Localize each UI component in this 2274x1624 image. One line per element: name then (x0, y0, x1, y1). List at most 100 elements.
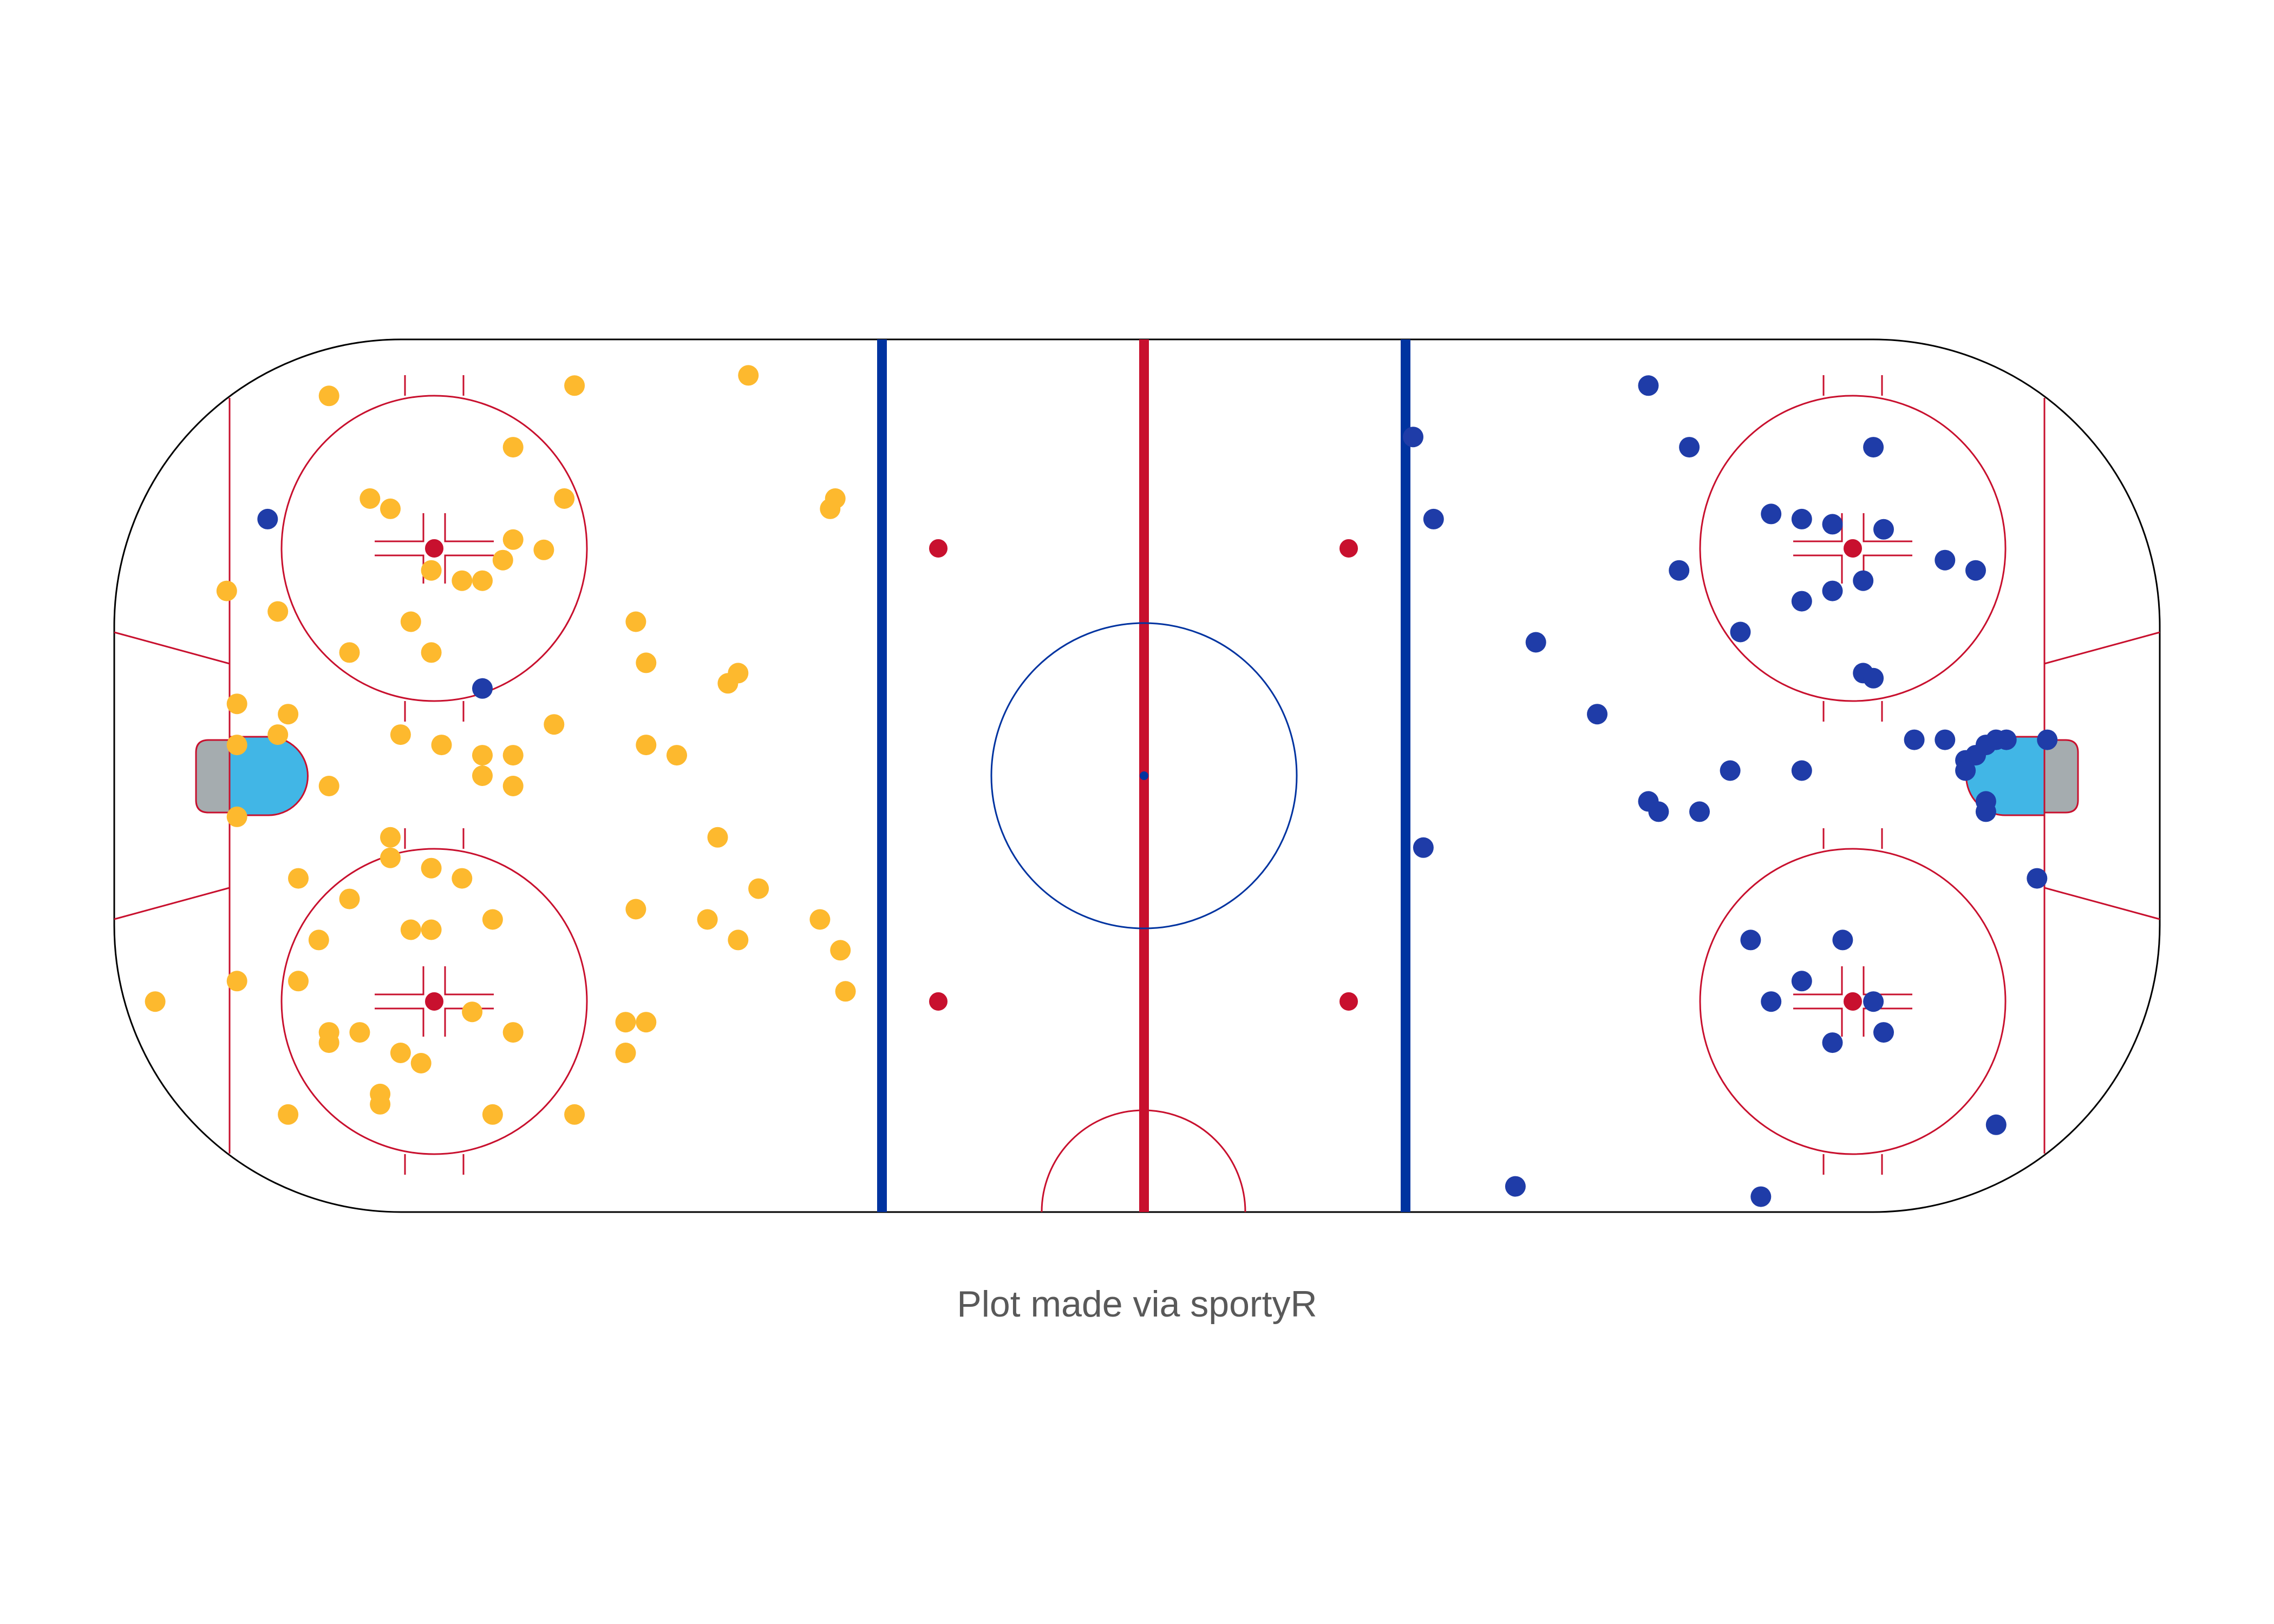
shot-point-blue (1791, 591, 1812, 612)
shot-point-yellow (820, 498, 841, 519)
shot-point-yellow (502, 1022, 524, 1043)
shot-point-yellow (370, 1093, 391, 1115)
shot-point-yellow (308, 929, 329, 951)
shot-point-yellow (707, 827, 728, 848)
goal-net-right (2043, 739, 2079, 814)
trapezoid-right-bottom (2044, 887, 2160, 920)
shot-point-yellow (380, 847, 401, 868)
shot-point-blue (2027, 868, 2048, 889)
shot-point-blue (1965, 560, 1986, 581)
shot-points (145, 365, 2058, 1207)
shot-point-blue (1863, 437, 1884, 458)
shot-point-blue (1904, 729, 1925, 750)
shot-point-yellow (339, 888, 360, 909)
shot-point-blue (1525, 632, 1546, 653)
shot-point-yellow (380, 498, 401, 519)
faceoff-spots (425, 539, 1862, 1011)
shot-point-blue (2037, 729, 2058, 750)
shot-point-blue (1935, 549, 1956, 571)
shot-point-blue (1873, 519, 1894, 540)
shot-point-yellow (835, 981, 856, 1002)
shot-point-blue (1955, 760, 1976, 781)
shot-point-blue (1832, 929, 1853, 951)
shot-point-yellow (492, 549, 513, 571)
shot-point-yellow (717, 673, 739, 694)
shot-point-yellow (636, 1012, 657, 1033)
shot-point-yellow (502, 437, 524, 458)
faceoff-circle-left-bottom (280, 848, 588, 1155)
shot-point-blue (1413, 837, 1434, 858)
shot-point-blue (472, 678, 493, 699)
shot-point-blue (1689, 801, 1710, 822)
shot-point-yellow (738, 365, 759, 386)
shot-point-blue (1791, 971, 1812, 992)
shot-point-yellow (267, 601, 289, 622)
shot-point-blue (1822, 514, 1843, 535)
shot-point-blue (1750, 1186, 1772, 1207)
shot-point-yellow (625, 899, 646, 920)
shot-point-yellow (145, 991, 166, 1012)
shot-point-yellow (452, 868, 473, 889)
goal-net-left (195, 739, 231, 814)
shot-point-blue (257, 508, 278, 529)
shot-point-yellow (502, 745, 524, 766)
shot-point-yellow (288, 868, 309, 889)
shot-point-blue (1638, 375, 1659, 396)
shot-point-yellow (318, 385, 339, 407)
shot-point-yellow (288, 971, 309, 992)
shot-point-blue (1761, 991, 1782, 1012)
shot-point-blue (1740, 929, 1761, 951)
shot-point-blue (1679, 437, 1700, 458)
shot-point-yellow (564, 375, 585, 396)
shot-point-yellow (278, 1104, 299, 1125)
shot-point-yellow (400, 611, 421, 632)
shot-point-blue (1505, 1176, 1526, 1197)
shot-point-yellow (216, 580, 237, 601)
shot-point-blue (1853, 570, 1874, 591)
shot-point-yellow (728, 929, 749, 951)
shot-point-yellow (267, 724, 289, 745)
shot-point-yellow (226, 806, 247, 827)
shot-point-yellow (625, 611, 646, 632)
shot-point-yellow (360, 488, 381, 509)
shot-point-yellow (390, 1043, 411, 1063)
trapezoid-left-top (114, 631, 230, 665)
blue-line-right (1401, 339, 1410, 1212)
shot-point-yellow (666, 745, 687, 766)
shot-point-yellow (830, 940, 851, 961)
shot-point-blue (1822, 580, 1843, 601)
shot-point-yellow (809, 909, 831, 930)
shot-point-yellow (421, 857, 442, 879)
shot-point-yellow (400, 919, 421, 940)
shot-point-yellow (278, 704, 299, 725)
shot-point-yellow (452, 570, 473, 591)
faceoff-l-marks (375, 513, 1912, 1037)
hash-marks (404, 375, 1883, 1175)
shot-point-yellow (421, 919, 442, 940)
shot-point-blue (1423, 508, 1444, 529)
shot-point-blue (1669, 560, 1690, 581)
shot-point-yellow (748, 878, 769, 899)
shot-point-yellow (472, 745, 493, 766)
shot-point-blue (1403, 427, 1423, 448)
trapezoid-right-top (2044, 631, 2160, 665)
shot-point-blue (1996, 729, 2017, 750)
shot-point-blue (1791, 508, 1812, 529)
shot-point-yellow (482, 909, 503, 930)
shot-point-yellow (410, 1053, 432, 1073)
shot-point-yellow (390, 724, 411, 745)
shot-point-yellow (615, 1012, 636, 1033)
shot-point-blue (1822, 1032, 1843, 1053)
shot-point-blue (1730, 621, 1751, 643)
rink-boards (113, 338, 2161, 1213)
shot-point-yellow (226, 971, 247, 992)
shot-point-yellow (421, 642, 442, 663)
blue-line-left (877, 339, 887, 1212)
shot-point-yellow (615, 1043, 636, 1063)
shot-point-yellow (636, 652, 657, 673)
shot-point-yellow (380, 827, 401, 848)
shot-point-blue (1985, 1114, 2007, 1135)
center-faceoff-circle (990, 622, 1298, 929)
trapezoid-left-bottom (114, 887, 230, 920)
